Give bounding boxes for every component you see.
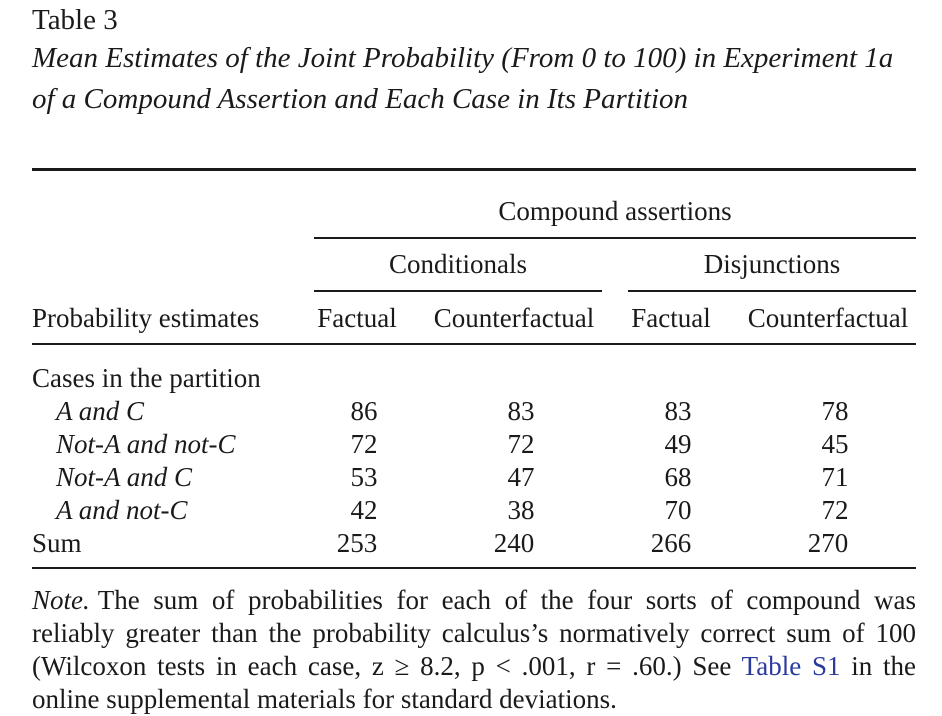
group-header-disjunctions: Disjunctions [703, 249, 841, 279]
table-cell: 38 [507, 495, 535, 525]
column-header-factual-disjunction: Factual [631, 303, 711, 333]
table-cell: 83 [507, 396, 535, 426]
section-label: Cases in the partition [32, 363, 261, 393]
table-cell: 86 [350, 396, 378, 426]
table-cell: 53 [350, 462, 378, 492]
table-cell: 83 [664, 396, 692, 426]
table-cell: 42 [350, 495, 378, 525]
table-cell: 72 [821, 495, 849, 525]
bottom-rule [32, 567, 916, 569]
row-label-not-a-and-c: Not-A and C [56, 462, 193, 492]
table-cell: 72 [507, 429, 535, 459]
table-caption: Table 3 Mean Estimates of the Joint Prob… [32, 0, 922, 120]
disjunctions-rule [628, 290, 916, 292]
table-cell: 45 [821, 429, 849, 459]
note-label: Note. [32, 585, 90, 615]
table-cell: 70 [664, 495, 692, 525]
table-cell: 49 [664, 429, 692, 459]
column-header-factual-conditional: Factual [317, 303, 397, 333]
row-label-sum: Sum [32, 528, 82, 558]
row-label-a-and-c: A and C [56, 396, 145, 426]
note-text-end: in the online supplemental materials for… [32, 651, 917, 714]
row-label-a-and-not-c: A and not-C [56, 495, 188, 525]
note-text: The sum of probabilities for each of the… [32, 585, 916, 681]
table-cell: 78 [821, 396, 849, 426]
sum-cell: 240 [493, 528, 535, 558]
row-label-not-a-and-not-c: Not-A and not-C [56, 429, 236, 459]
table-cell: 47 [507, 462, 535, 492]
group-header-conditionals: Conditionals [388, 249, 528, 279]
header-rule [32, 343, 916, 345]
table-note: Note. The sum of probabilities for each o… [32, 584, 916, 716]
row-header: Probability estimates [32, 303, 260, 333]
spanner-header: Compound assertions [498, 196, 732, 226]
sum-cell: 253 [336, 528, 378, 558]
table-s1-link[interactable]: Table S1 [741, 651, 841, 681]
top-rule [32, 168, 916, 171]
sum-cell: 266 [650, 528, 692, 558]
table-cell: 72 [350, 429, 378, 459]
table-title: Mean Estimates of the Joint Probability … [32, 42, 894, 115]
spanner-rule [314, 237, 916, 239]
table-label: Table 3 [32, 4, 118, 36]
table-cell: 71 [821, 462, 849, 492]
column-header-counterfactual-conditional: Counterfactual [433, 303, 595, 333]
table-cell: 68 [664, 462, 692, 492]
sum-cell: 270 [807, 528, 849, 558]
column-header-counterfactual-disjunction: Counterfactual [747, 303, 909, 333]
conditionals-rule [314, 290, 602, 292]
